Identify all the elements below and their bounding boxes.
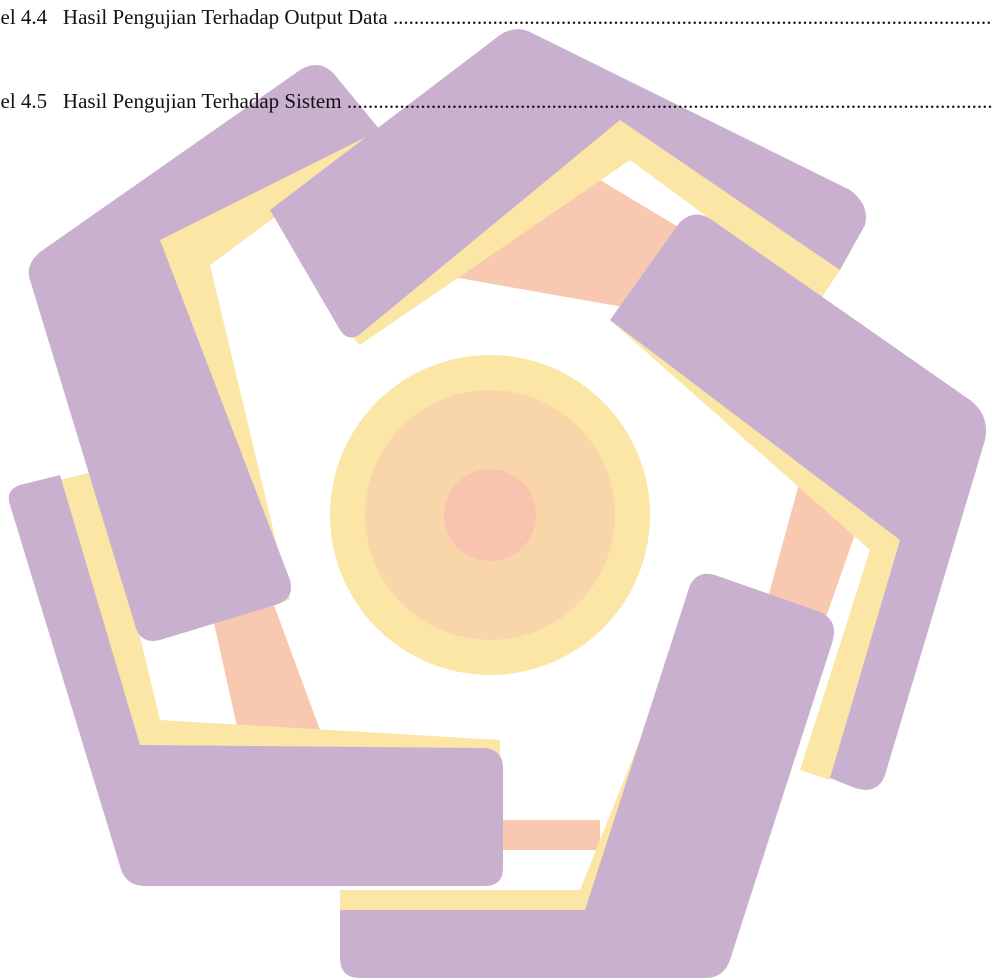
logo-purple-blades bbox=[8, 29, 986, 978]
toc-entry-title: Hasil Pengujian Terhadap Output Data bbox=[62, 5, 388, 29]
toc-entry-leader: ........................................… bbox=[392, 5, 992, 29]
toc-entry-label: bel 4.4 bbox=[0, 5, 48, 29]
toc-entry-title: Hasil Pengujian Terhadap Sistem bbox=[62, 89, 342, 113]
toc-entry[interactable]: bel 4.4 Hasil Pengujian Terhadap Output … bbox=[0, 2, 992, 32]
toc-entry-label: bel 4.5 bbox=[0, 89, 48, 113]
logo-center-circle bbox=[330, 355, 650, 675]
toc-entry-leader: ........................................… bbox=[346, 89, 992, 113]
toc-entry[interactable]: bel 4.5 Hasil Pengujian Terhadap Sistem … bbox=[0, 86, 992, 116]
